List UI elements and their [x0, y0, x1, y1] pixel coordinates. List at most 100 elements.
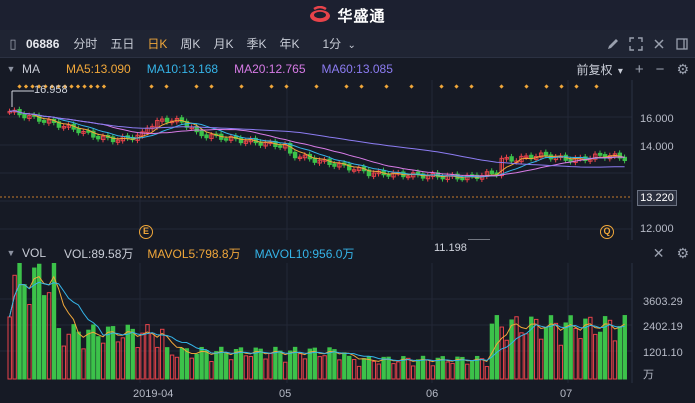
gear-icon[interactable]: ⚙	[676, 60, 689, 77]
volume-bar	[612, 340, 618, 380]
gear-icon[interactable]: ⚙	[676, 244, 689, 261]
volume-bar	[534, 318, 539, 380]
volume-bar	[253, 347, 258, 380]
close-icon[interactable]: ✕	[652, 244, 665, 261]
volume-chart[interactable]	[0, 263, 695, 383]
volume-bar	[440, 356, 445, 380]
adjust-dropdown[interactable]: 前复权 ▾	[577, 61, 623, 78]
volume-bar	[224, 352, 229, 380]
candle-body	[243, 140, 249, 144]
volume-bar	[56, 328, 62, 380]
candle-body	[406, 175, 411, 179]
date-tick-2019-04: 2019-04	[133, 388, 174, 400]
volume-bar	[607, 319, 613, 380]
title-bar: 华盛通	[0, 0, 695, 30]
candle-body	[115, 139, 121, 143]
candle-body	[302, 154, 308, 159]
volume-bar	[219, 346, 224, 380]
volume-bar	[351, 359, 357, 380]
sidebar-toggle-icon[interactable]: ▯	[9, 35, 17, 51]
chevron-down-icon: ⌄	[347, 40, 356, 51]
volume-indicator-name[interactable]: VOL	[22, 246, 47, 260]
tab-five-day[interactable]: 五日	[110, 37, 135, 51]
indicator-name[interactable]: MA	[22, 62, 40, 76]
candle-body	[622, 156, 627, 162]
candle-body	[278, 145, 283, 148]
candle-body	[371, 172, 377, 177]
volume-bar	[91, 324, 96, 380]
candle-body	[209, 134, 214, 139]
candle-body	[155, 119, 160, 128]
volume-bar	[130, 328, 135, 380]
volume-bar	[376, 363, 381, 380]
volume-bar	[283, 361, 288, 380]
volume-bar	[573, 327, 578, 380]
volume-bar	[120, 337, 126, 380]
pencil-icon[interactable]	[606, 37, 620, 51]
event-dot	[23, 84, 29, 89]
volume-bar	[420, 355, 426, 380]
collapse-caret-icon[interactable]: ▼	[6, 64, 16, 74]
price-chart[interactable]	[0, 80, 695, 240]
candle-body	[46, 119, 52, 124]
candle-body	[86, 130, 91, 133]
volume-bar	[7, 316, 12, 380]
y-tick-12: 12.000	[640, 223, 674, 235]
volume-bar	[302, 358, 308, 380]
volume-bar	[494, 315, 500, 380]
collapse-caret-icon[interactable]: ▼	[6, 248, 16, 258]
volume-bar	[287, 350, 293, 380]
volume-bar	[484, 366, 490, 380]
candle-body	[110, 136, 116, 143]
price-moving-averages	[9, 110, 625, 179]
caret-down-icon: ▾	[617, 65, 623, 77]
price-panel-actions: 前复权 ▾ + − ⚙	[577, 59, 689, 79]
close-icon[interactable]	[652, 37, 666, 51]
mavol10-line	[9, 281, 625, 362]
candle-body	[22, 113, 27, 119]
candle-body	[61, 126, 67, 129]
volume-bar	[391, 363, 396, 380]
add-icon[interactable]: +	[634, 60, 644, 78]
volume-bar	[435, 357, 440, 380]
volume-bar	[410, 365, 416, 380]
fullscreen-icon[interactable]	[629, 37, 643, 51]
volume-bar	[430, 365, 436, 380]
volume-bar	[499, 326, 504, 380]
volume-panel-actions: ✕ ⚙	[653, 243, 689, 263]
tab-weekly-k[interactable]: 周K	[180, 37, 201, 51]
volume-bar	[317, 356, 322, 380]
tab-daily-k[interactable]: 日K	[147, 37, 168, 51]
volume-bar	[361, 358, 367, 380]
interval-dropdown[interactable]: 1分 ⌄	[322, 35, 355, 52]
event-q-badge[interactable]: Q	[600, 225, 614, 239]
volume-bar	[228, 359, 234, 380]
event-dot	[469, 84, 474, 89]
event-dot	[82, 84, 87, 89]
tab-quarterly-k[interactable]: 季K	[246, 37, 267, 51]
volume-bar	[110, 326, 116, 380]
tab-monthly-k[interactable]: 月K	[213, 37, 234, 51]
event-e-badge[interactable]: E	[139, 225, 153, 239]
candle-body	[81, 130, 86, 134]
vol-unit: 万	[643, 369, 654, 381]
tab-intraday[interactable]: 分时	[73, 37, 98, 51]
volume-bar	[347, 355, 352, 380]
ma10-line	[9, 110, 625, 178]
event-dot	[574, 84, 579, 89]
tab-yearly-k[interactable]: 年K	[279, 37, 300, 51]
layout-toggle-icon[interactable]	[675, 37, 689, 51]
candle-body	[297, 156, 303, 160]
event-dot	[409, 84, 414, 89]
event-dot	[314, 84, 319, 89]
volume-bar	[312, 347, 317, 380]
mavol5-value: MAVOL5:798.8万	[147, 246, 241, 261]
event-dot	[69, 84, 74, 89]
candle-body	[597, 152, 603, 156]
volume-bar	[125, 324, 130, 380]
candle-body	[292, 151, 298, 159]
minus-icon[interactable]: −	[655, 60, 665, 78]
app-title: 华盛通	[337, 7, 386, 25]
candle-body	[66, 124, 71, 128]
event-dot	[164, 84, 169, 89]
